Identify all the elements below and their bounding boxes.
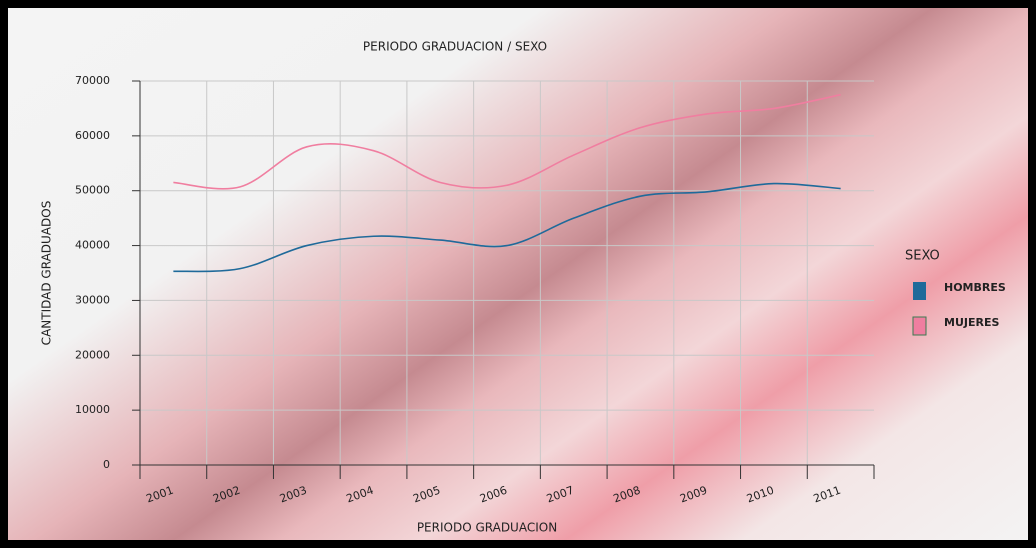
y-tick-label: 10000 — [75, 403, 110, 416]
series-line — [173, 93, 841, 190]
chart-frame — [8, 8, 1028, 540]
y-tick-label: 20000 — [75, 348, 110, 361]
x-tick-label: 2007 — [545, 484, 576, 506]
legend-title: SEXO — [905, 249, 940, 264]
legend-label: HOMBRES — [944, 281, 1006, 294]
x-axis-title: PERIODO GRADUACION — [417, 521, 557, 535]
legend-swatch — [913, 282, 926, 300]
legend-label: MUJERES — [944, 316, 999, 329]
chart-title: PERIODO GRADUACION / SEXO — [363, 40, 547, 54]
x-tick-label: 2004 — [345, 484, 376, 506]
y-tick-label: 30000 — [75, 293, 110, 306]
x-tick-label: 2001 — [144, 484, 175, 506]
y-tick-label: 0 — [103, 458, 110, 471]
y-tick-label: 50000 — [75, 184, 110, 197]
y-tick-label: 60000 — [75, 129, 110, 142]
y-axis-title: CANTIDAD GRADUADOS — [40, 201, 54, 346]
y-tick-label: 40000 — [75, 239, 110, 252]
x-tick-label: 2010 — [745, 484, 776, 506]
x-tick-label: 2003 — [278, 484, 309, 506]
x-tick-label: 2005 — [411, 484, 442, 506]
x-tick-label: 2008 — [612, 484, 643, 506]
legend-swatch — [912, 316, 927, 336]
x-tick-label: 2011 — [812, 484, 843, 506]
x-tick-label: 2006 — [478, 484, 509, 506]
x-tick-label: 2009 — [678, 484, 709, 506]
x-tick-label: 2002 — [211, 484, 242, 506]
y-tick-label: 70000 — [75, 74, 110, 87]
series-line — [173, 182, 841, 273]
